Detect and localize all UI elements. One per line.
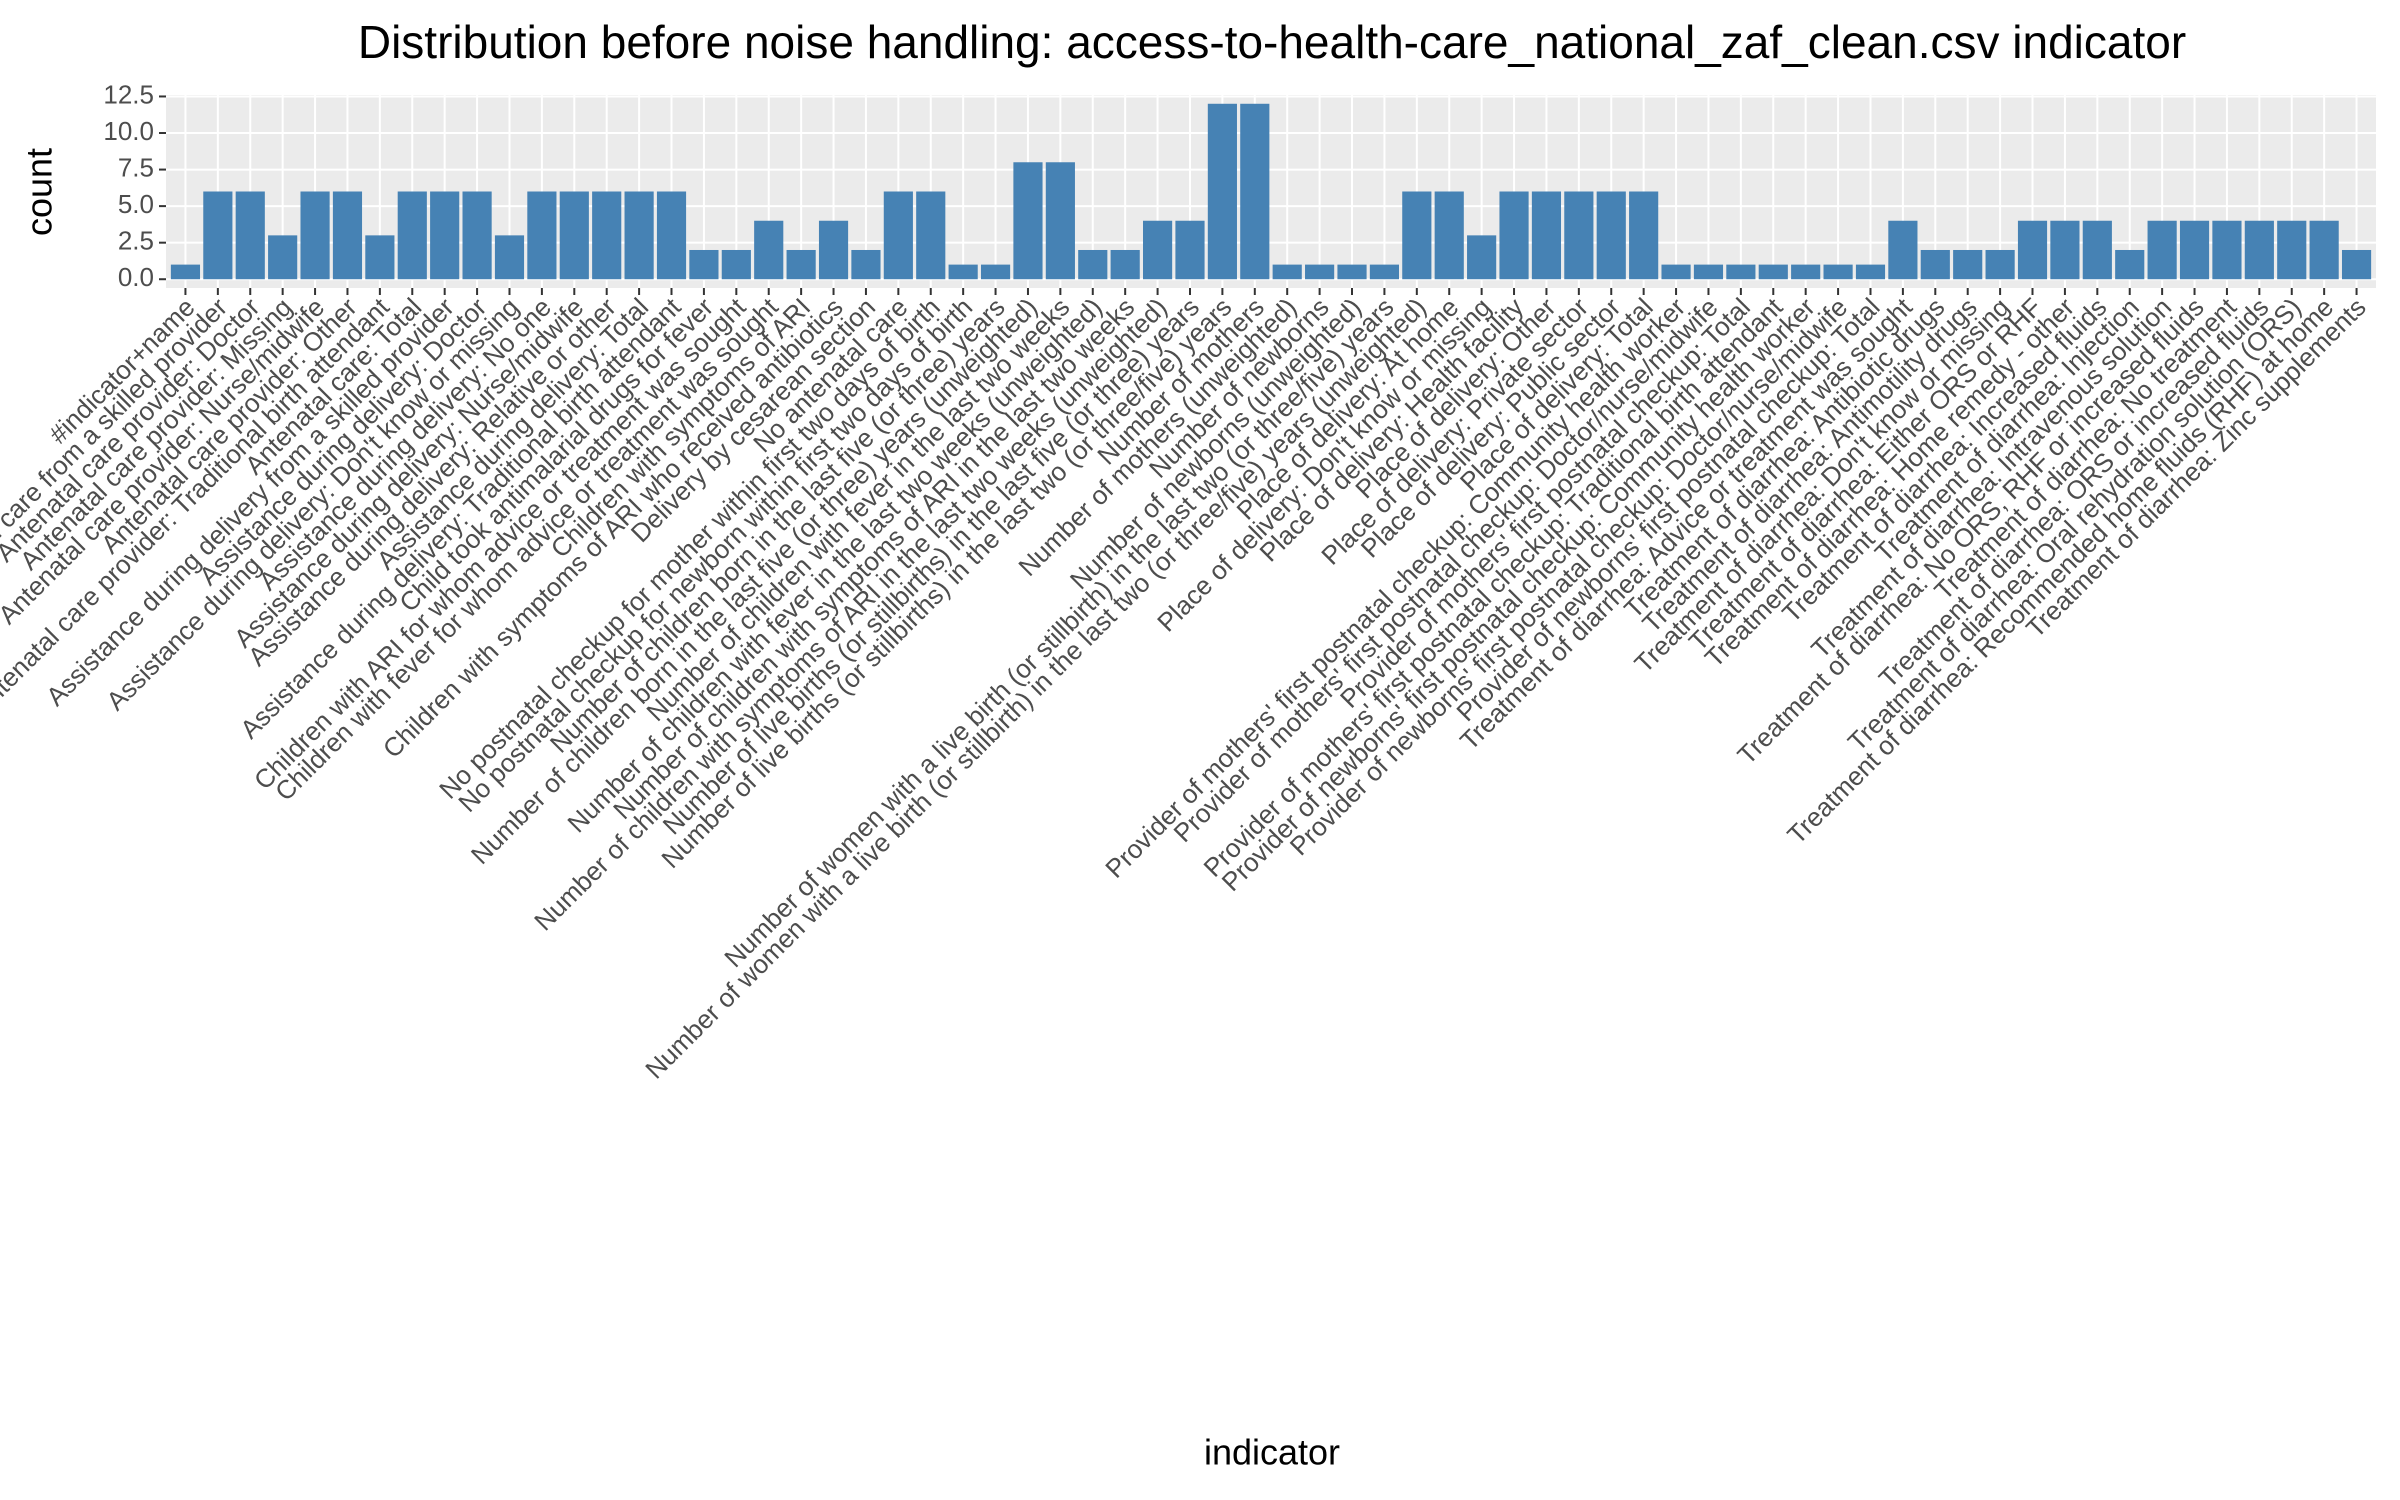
bar: [300, 191, 330, 280]
bar: [2277, 220, 2307, 280]
bar: [1758, 264, 1788, 280]
bar: [1499, 191, 1529, 280]
bar: [916, 191, 946, 280]
bar: [1305, 264, 1335, 280]
y-axis-title: count: [19, 148, 60, 236]
bar: [721, 249, 751, 280]
bar: [2082, 220, 2112, 280]
bar: [2341, 249, 2372, 280]
bar: [1369, 264, 1399, 280]
bar: [1953, 249, 1983, 280]
bar: [2147, 220, 2177, 280]
bar: [268, 235, 298, 280]
x-axis-title: indicator: [1204, 1432, 1340, 1473]
bar: [754, 220, 784, 280]
bar: [851, 249, 881, 280]
bar: [2050, 220, 2080, 280]
bar: [430, 191, 460, 280]
bar: [980, 264, 1011, 280]
bar: [948, 264, 978, 280]
bar: [1240, 103, 1270, 280]
bar: [170, 264, 201, 280]
bar: [203, 191, 233, 280]
bar: [1078, 249, 1108, 280]
bar: [1175, 220, 1205, 280]
y-tick-label: 5.0: [118, 189, 154, 219]
bar: [2179, 220, 2210, 280]
bar: [1207, 103, 1237, 280]
y-tick-label: 12.5: [103, 79, 154, 109]
bar: [1467, 235, 1497, 280]
bar: [1402, 191, 1432, 280]
bar: [2244, 220, 2274, 280]
bar: [1045, 162, 1075, 280]
bar: [786, 249, 816, 280]
y-tick-label: 7.5: [118, 152, 154, 182]
y-tick-label: 10.0: [103, 116, 154, 146]
bar: [1661, 264, 1691, 280]
y-tick-label: 0.0: [118, 262, 154, 292]
bar: [1726, 264, 1756, 280]
bar: [1110, 249, 1140, 280]
bar: [527, 191, 557, 280]
bar: [1013, 162, 1043, 280]
bar: [1272, 264, 1302, 280]
bar: [689, 249, 719, 280]
bar: [1855, 264, 1886, 280]
bar: [656, 191, 687, 280]
bar: [818, 220, 849, 280]
bar: [1143, 220, 1173, 280]
bar: [397, 191, 427, 280]
bar: [1434, 191, 1464, 280]
bar: [2212, 220, 2242, 280]
chart-title: Distribution before noise handling: acce…: [358, 16, 2186, 68]
bar: [462, 191, 492, 280]
bar: [1337, 264, 1367, 280]
bar: [1791, 264, 1821, 280]
bar: [624, 191, 654, 280]
bar: [2309, 220, 2339, 280]
bar: [1920, 249, 1950, 280]
y-tick-label: 2.5: [118, 226, 154, 256]
bar: [1531, 191, 1562, 280]
bar: [494, 235, 525, 280]
bar: [1693, 264, 1724, 280]
bar: [2017, 220, 2048, 280]
bar: [365, 235, 395, 280]
bar: [332, 191, 363, 280]
bar: [559, 191, 589, 280]
bar: [883, 191, 913, 280]
bar: [1596, 191, 1626, 280]
bar: [1985, 249, 2015, 280]
bar: [1888, 220, 1918, 280]
bar: [1564, 191, 1594, 280]
bar: [2115, 249, 2145, 280]
bar: [1823, 264, 1853, 280]
bar: [1629, 191, 1659, 280]
bar: [592, 191, 622, 280]
bar: [235, 191, 265, 280]
